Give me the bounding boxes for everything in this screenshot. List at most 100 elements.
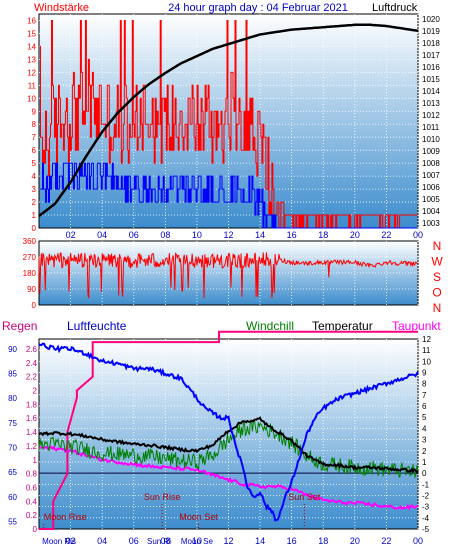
compass-label: N — [433, 301, 442, 315]
compass-label: N — [433, 239, 442, 253]
pressure-tick-label: 1020 — [422, 15, 440, 24]
x-tick-label: 10 — [192, 536, 202, 546]
pressure-tick-label: 1004 — [422, 207, 440, 216]
event-label: Sun Rise — [144, 492, 181, 502]
x-tick-label: 04 — [97, 536, 107, 546]
windchill-label: Windchill — [246, 319, 294, 333]
rain-tick-label: 0.4 — [26, 497, 38, 506]
humidity-tick-label: 80 — [8, 394, 17, 403]
rain-tick-label: 1 — [33, 456, 38, 465]
wind-tick-label: 9 — [32, 107, 37, 116]
x-tick-label: 22 — [381, 536, 391, 546]
temperature-tick-label: -1 — [422, 480, 430, 489]
temperature-tick-label: 12 — [422, 335, 431, 344]
pressure-line — [38, 23, 419, 217]
chart-title: 24 hour graph day : 04 Februar 2021 — [168, 2, 348, 14]
temperature-tick-label: 5 — [422, 413, 427, 422]
direction-tick-label: 180 — [23, 269, 37, 278]
temperature-tick-label: 9 — [422, 369, 427, 378]
rain-tick-label: 2.2 — [26, 373, 38, 382]
pressure-tick-label: 1008 — [422, 159, 440, 168]
rain-tick-label: 0 — [33, 525, 38, 534]
wind-tick-label: 7 — [32, 133, 37, 142]
humidity-label: Luftfeuchte — [67, 319, 127, 333]
pressure-tick-label: 1014 — [422, 87, 440, 96]
pressure-tick-label: 1010 — [422, 135, 440, 144]
x-tick-label: 20 — [350, 230, 360, 240]
pressure-tick-label: 1016 — [422, 63, 440, 72]
temperature-tick-label: 7 — [422, 391, 427, 400]
wind-tick-label: 13 — [27, 55, 36, 64]
pressure-tick-label: 1005 — [422, 195, 440, 204]
rain-tick-label: 1.2 — [26, 442, 38, 451]
compass-label: W — [431, 255, 443, 269]
wind-bars — [39, 20, 418, 229]
compass-label: O — [432, 286, 441, 300]
dewpoint-label: Taupunkt — [392, 319, 441, 333]
pressure-title: Luftdruck — [372, 2, 418, 14]
wind-tick-label: 2 — [32, 198, 37, 207]
temperature-tick-label: 1 — [422, 458, 427, 467]
wind-tick-label: 3 — [32, 185, 37, 194]
temperature-tick-label: 3 — [422, 436, 427, 445]
x-tick-label: 06 — [129, 230, 139, 240]
x-tick-label: 02 — [66, 536, 76, 546]
humidity-line — [38, 342, 419, 522]
x-tick-label: 18 — [318, 230, 328, 240]
temperature-tick-label: 6 — [422, 402, 427, 411]
x-tick-label: 16 — [287, 230, 297, 240]
x-tick-label: 00 — [413, 536, 423, 546]
wind-tick-label: 14 — [27, 42, 36, 51]
rain-tick-label: 0.2 — [26, 511, 38, 520]
x-tick-label: 08 — [160, 230, 170, 240]
humidity-tick-label: 55 — [8, 518, 17, 527]
rain-tick-label: 0.6 — [26, 483, 38, 492]
direction-tick-label: 90 — [27, 285, 36, 294]
astronomical-events: Moon Rise Sun Rise Moon Set Sun Set — [43, 492, 321, 529]
event-label: Sun Set — [288, 492, 321, 502]
wind-tick-label: 6 — [32, 146, 37, 155]
humidity-axis-ticks: 55 60 65 70 75 80 85 90 — [8, 345, 17, 527]
pressure-axis-ticks: 1003 1004 1005 1006 1007 1008 1009 1010 1011 1012… — [422, 15, 440, 228]
humidity-tick-label: 85 — [8, 370, 17, 379]
wind-tick-label: 10 — [27, 94, 36, 103]
rain-axis-ticks: 0 0.2 0.4 0.6 0.8 1 1.2 1.4 1.6 1.8 2 2.2 2.4 2.6 — [26, 345, 38, 534]
bottom-event-label: Moon Se — [181, 537, 214, 546]
pressure-tick-label: 1018 — [422, 39, 440, 48]
pressure-tick-label: 1003 — [422, 219, 440, 228]
rain-tick-label: 1.4 — [26, 428, 38, 437]
temperature-tick-label: 11 — [422, 346, 431, 355]
x-tick-label: 14 — [255, 230, 265, 240]
wind-tick-label: 5 — [32, 159, 37, 168]
x-tick-label: 18 — [318, 536, 328, 546]
bottom-event-label: Sun Ri — [147, 537, 171, 546]
direction-axis-ticks: 0 90 180 270 360 — [23, 237, 37, 310]
x-tick-label: 22 — [381, 230, 391, 240]
dewpoint-line — [38, 445, 419, 511]
wind-gust-series — [39, 20, 418, 229]
temperature-line — [38, 416, 419, 474]
x-tick-label: 00 — [413, 230, 423, 240]
windchill-line — [38, 419, 419, 479]
pressure-tick-label: 1017 — [422, 51, 440, 60]
temperature-tick-label: 0 — [422, 469, 427, 478]
wind-tick-label: 15 — [27, 29, 36, 38]
x-tick-label: 02 — [66, 230, 76, 240]
x-tick-label: 14 — [255, 536, 265, 546]
humidity-x-axis-ticks: 02 04 06 08 10 12 14 16 18 20 22 00 Moon Ris Sun Ri Mo… — [42, 536, 423, 546]
humidity-temperature-plot-area — [38, 338, 419, 530]
humidity-tick-label: 75 — [8, 419, 17, 428]
direction-tick-label: 360 — [23, 237, 37, 246]
wind-tick-label: 4 — [32, 172, 37, 181]
humidity-tick-label: 60 — [8, 493, 17, 502]
wind-tick-label: 12 — [27, 68, 36, 77]
humidity-tick-label: 70 — [8, 444, 17, 453]
direction-line — [38, 252, 418, 299]
temperature-label: Temperatur — [312, 319, 373, 333]
x-tick-label: 04 — [97, 230, 107, 240]
